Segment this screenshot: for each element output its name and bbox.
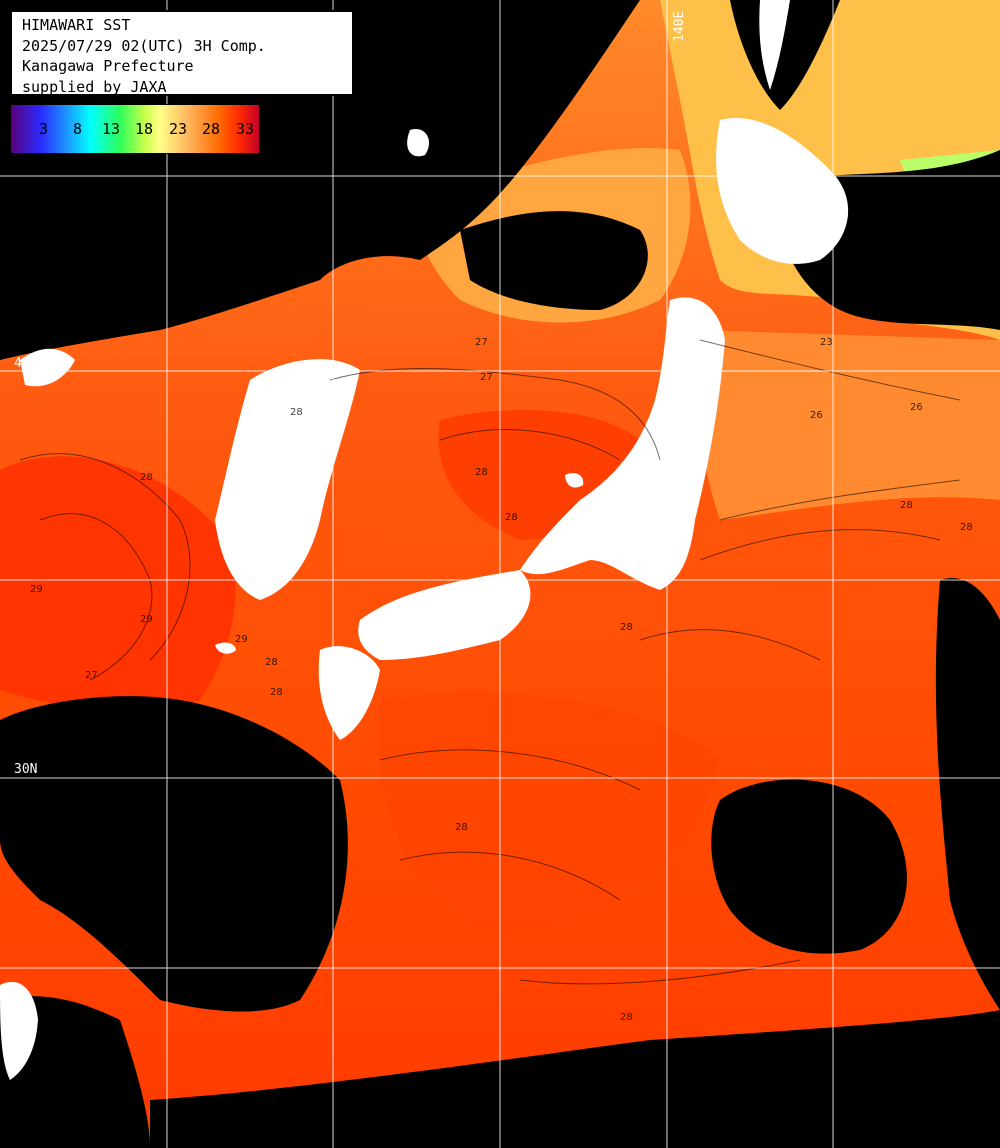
contour-label: 28 <box>475 467 488 478</box>
title-line-product: HIMAWARI SST <box>22 16 131 34</box>
cloud-north-japan-sea <box>460 211 648 310</box>
dokdo-ish <box>407 129 430 157</box>
kyushu <box>318 646 380 740</box>
contour-line <box>719 479 961 521</box>
korean-peninsula <box>215 359 360 600</box>
cloud-typhoon <box>711 779 907 954</box>
lat-label-30n: 30N <box>14 762 38 777</box>
contour-line <box>639 629 821 661</box>
contour-line <box>329 367 661 461</box>
cloud-south <box>150 1010 1000 1148</box>
map-title-box: HIMAWARI SST 2025/07/29 02(UTC) 3H Comp.… <box>10 10 354 96</box>
sado-island <box>565 473 584 488</box>
contour-line <box>699 339 961 401</box>
cloud-taiwan-south <box>0 996 150 1148</box>
sakhalin <box>759 0 790 90</box>
contour-label: 28 <box>620 1012 633 1023</box>
contour-label: 27 <box>475 337 488 348</box>
contour-line <box>199 739 331 851</box>
contour-line <box>519 959 801 985</box>
contour-line <box>379 749 641 791</box>
title-line-prefecture: Kanagawa Prefecture <box>22 57 194 75</box>
sst-colorbar: 3 8 13 18 23 28 33 <box>10 104 260 154</box>
shikoku <box>420 608 495 647</box>
contour-label: 28 <box>900 500 913 511</box>
colorbar-tick: 18 <box>135 120 154 138</box>
cloud-hokkaido <box>730 0 840 110</box>
contour-label: 29 <box>140 614 153 625</box>
hokkaido <box>716 118 849 264</box>
colorbar-tick: 8 <box>73 120 83 138</box>
east-china-sea-warm <box>0 456 236 711</box>
lat-label-40n: 40N <box>14 356 38 371</box>
contour-label: 28 <box>620 622 633 633</box>
contour-label: 29 <box>30 584 43 595</box>
contour-label: 28 <box>265 657 278 668</box>
colorbar-tick: 28 <box>202 120 221 138</box>
tohoku-pacific <box>696 330 1000 520</box>
contour-label: 29 <box>235 634 248 645</box>
contour-line <box>699 529 941 561</box>
lon-label-140e: 140E <box>672 10 687 42</box>
taiwan <box>0 981 38 1080</box>
contour-label: 28 <box>140 472 153 483</box>
contour-label: 23 <box>820 337 833 348</box>
colorbar-tick: 33 <box>236 120 255 138</box>
title-line-supplier: supplied by JAXA <box>22 77 167 96</box>
contour-label: 28 <box>270 687 283 698</box>
jeju-island <box>215 642 236 654</box>
contour-label: 28 <box>290 407 303 418</box>
cloud-philippines <box>0 696 348 1012</box>
contour-labels: 27 27 28 28 28 28 29 29 29 28 28 27 26 2… <box>30 337 973 1023</box>
colorbar-tick-labels: 3 8 13 18 23 28 33 <box>11 120 259 140</box>
contour-line <box>439 429 621 461</box>
pacific-warm <box>378 692 720 931</box>
sst-contours <box>19 339 961 985</box>
colorbar-tick: 3 <box>39 120 49 138</box>
contour-line <box>399 851 621 901</box>
contour-label: 28 <box>960 522 973 533</box>
shandong <box>20 348 75 387</box>
colorbar-tick: 23 <box>169 120 188 138</box>
contour-label: 28 <box>455 822 468 833</box>
title-line-datetime: 2025/07/29 02(UTC) 3H Comp. <box>22 36 266 55</box>
contour-label: 26 <box>810 410 823 421</box>
contour-label: 27 <box>85 670 98 681</box>
contour-label: 26 <box>910 402 923 413</box>
cloud-east-edge <box>935 578 1000 1010</box>
contour-line <box>19 453 191 661</box>
contour-label: 28 <box>505 512 518 523</box>
contour-label: 27 <box>480 372 493 383</box>
colorbar-tick: 13 <box>102 120 121 138</box>
